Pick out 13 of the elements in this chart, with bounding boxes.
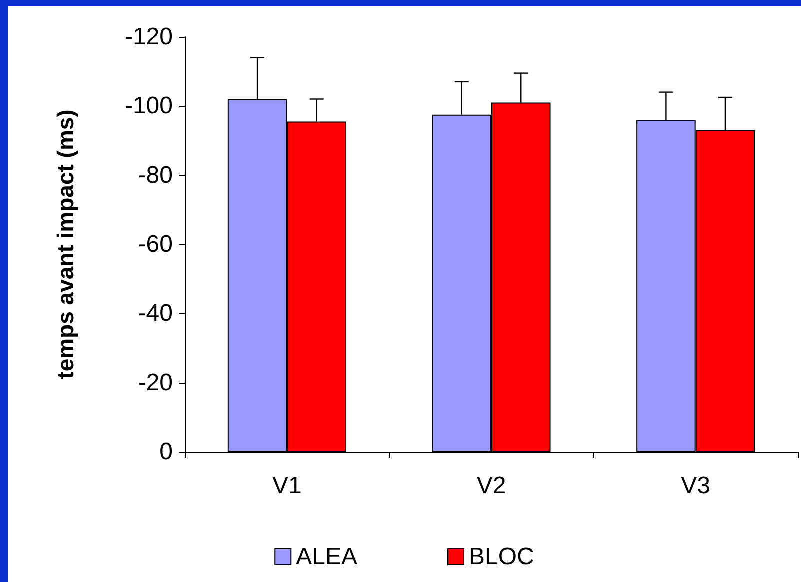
legend-label: ALEA (296, 544, 358, 570)
y-tick-label: -20 (138, 369, 173, 396)
y-tick-label: 0 (160, 438, 173, 466)
x-tick-label: V3 (681, 472, 711, 500)
y-axis-title: temps avant impact (ms) (52, 110, 78, 380)
y-tick-label: -120 (124, 24, 173, 50)
y-tick-label: -60 (138, 231, 173, 258)
x-tick-label: V2 (476, 472, 506, 500)
y-tick-label: -80 (138, 162, 173, 189)
y-tick-label: -100 (124, 92, 173, 120)
y-tick-label: -40 (138, 300, 173, 328)
legend-label: BLOC (469, 544, 534, 570)
x-tick-label: V1 (272, 472, 302, 500)
